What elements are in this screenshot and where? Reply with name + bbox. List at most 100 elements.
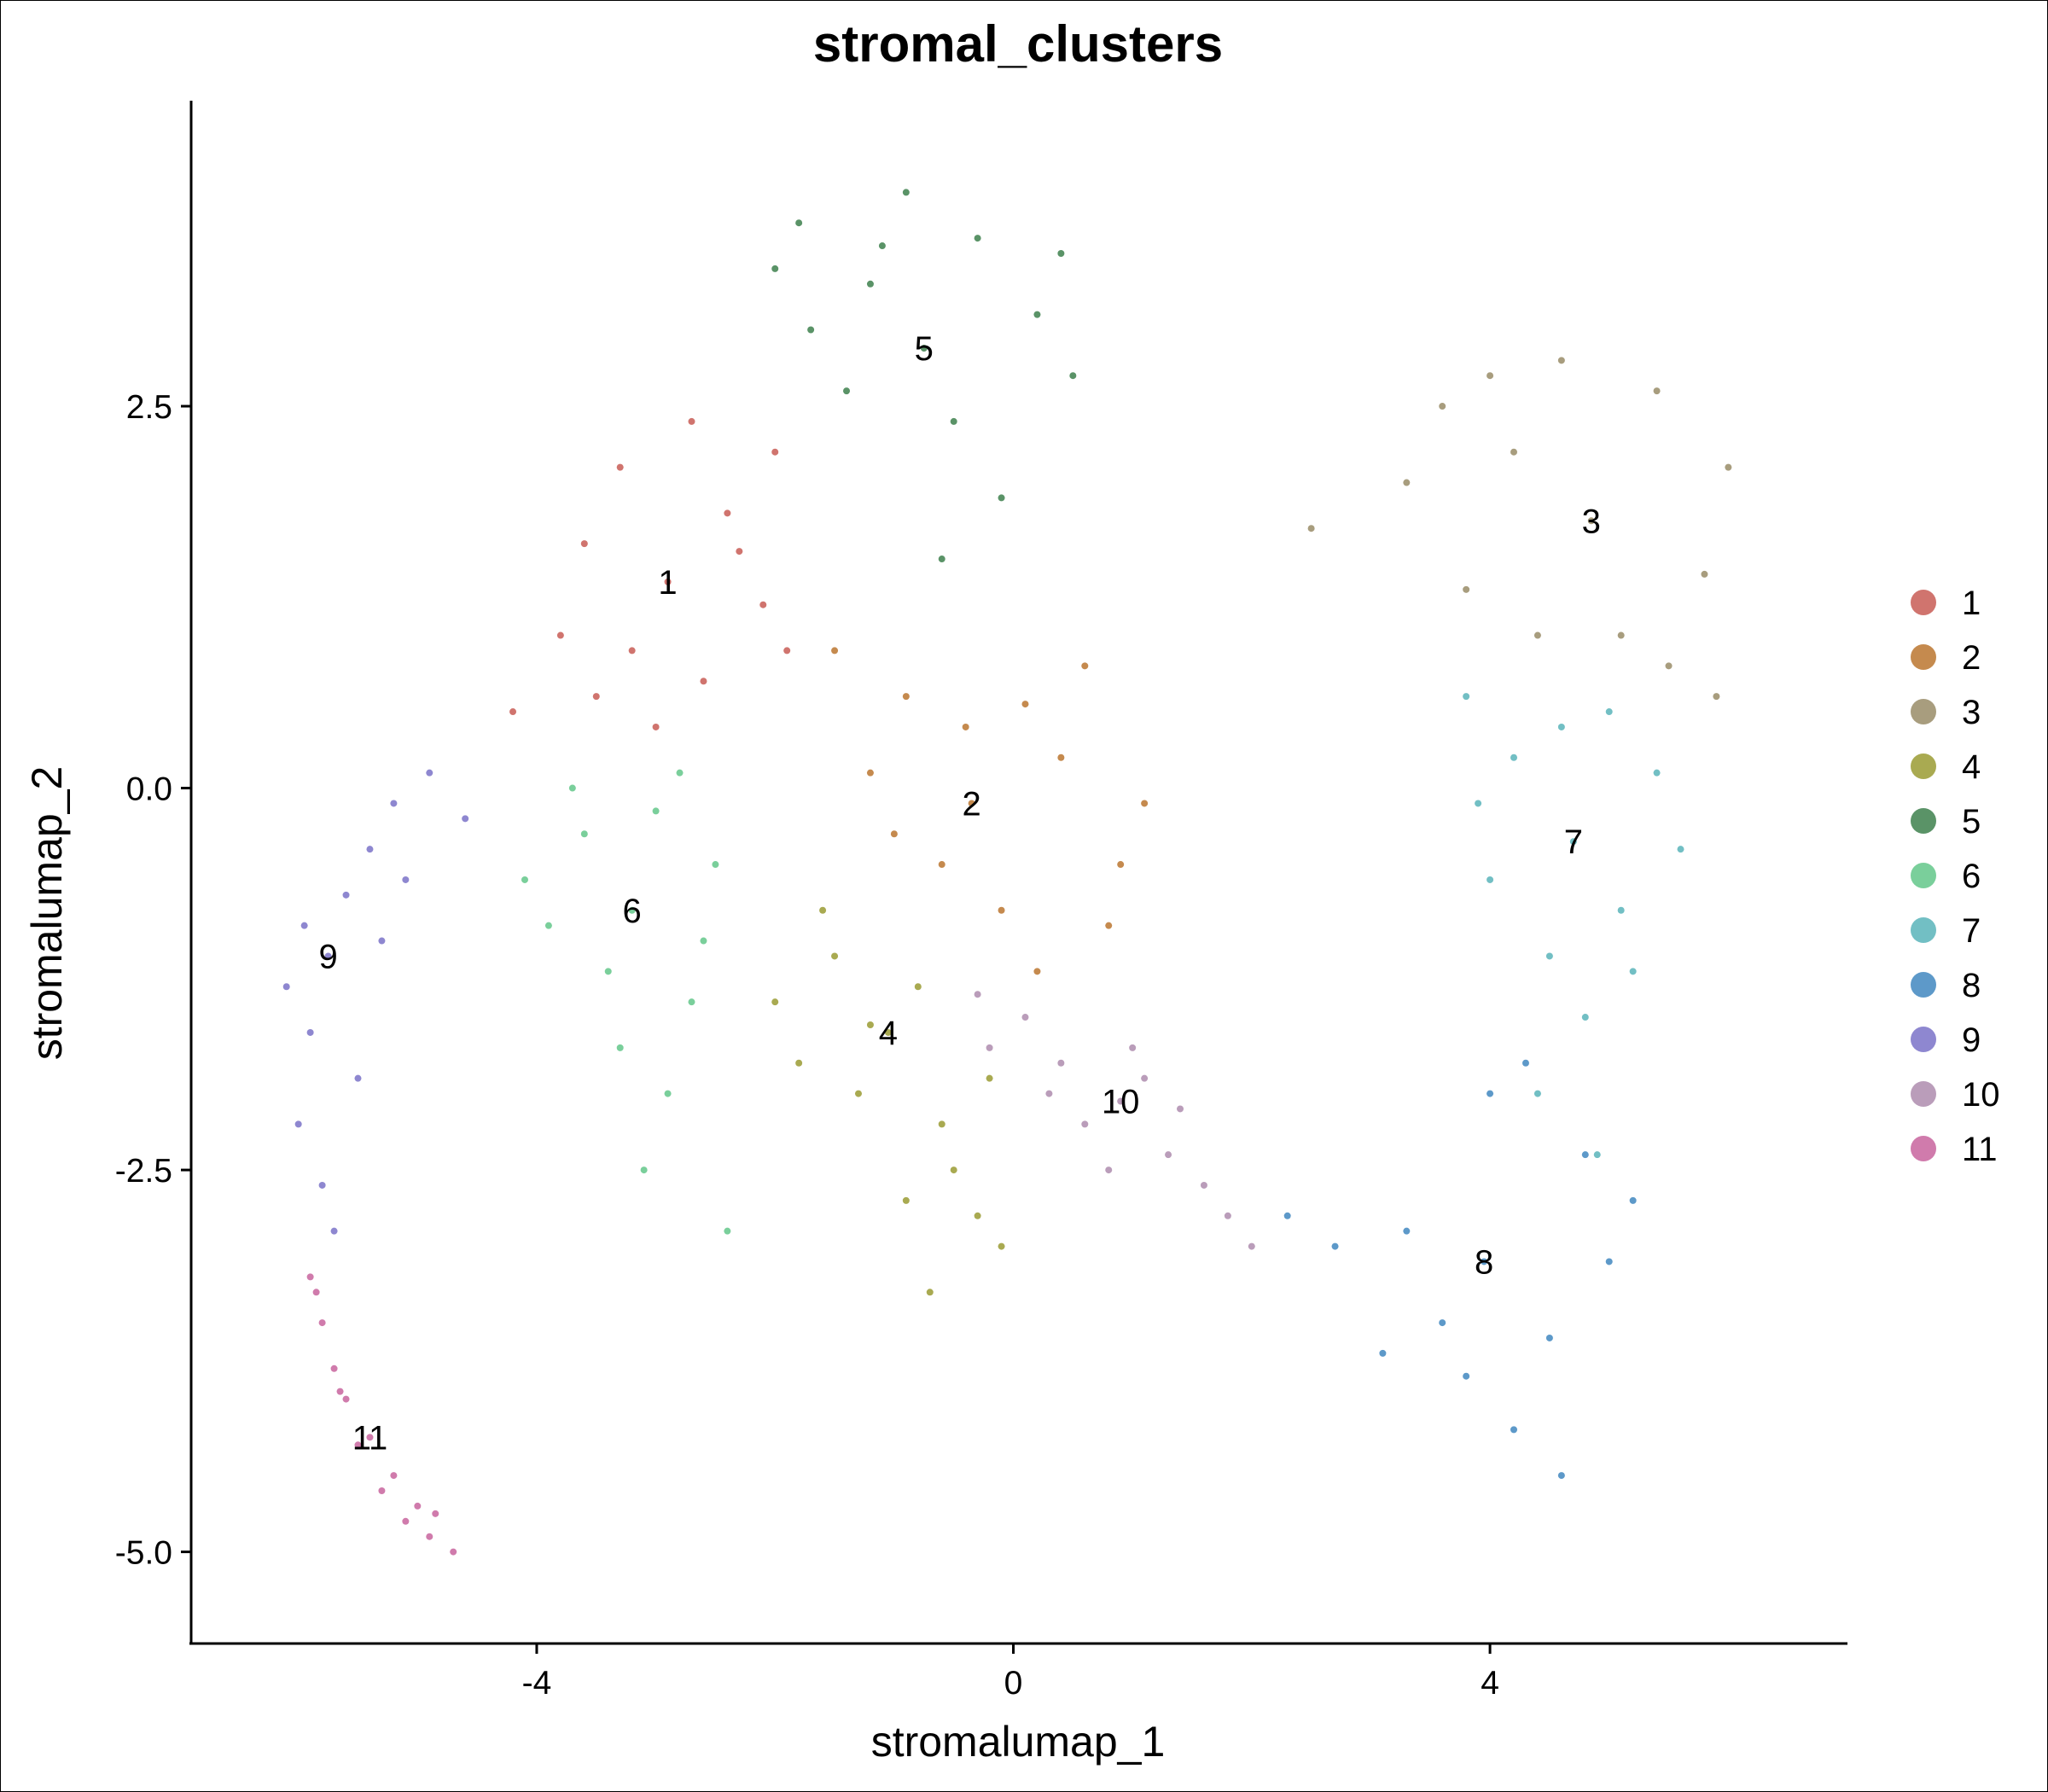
x-ticks: -4 0 4: [522, 1644, 1499, 1702]
point-8-5: [1510, 1426, 1518, 1434]
series-1: [509, 417, 791, 730]
point-9-3: [294, 1120, 302, 1128]
point-2-14: [1021, 701, 1029, 708]
cluster-label-8: 8: [1475, 1243, 1493, 1281]
point-11-10: [378, 1487, 386, 1494]
point-8-8: [1283, 1212, 1291, 1219]
series-6: [521, 769, 731, 1235]
point-3-0: [1587, 517, 1595, 525]
point-8-13: [1521, 1059, 1529, 1067]
point-5-2: [974, 235, 981, 242]
x-tick-label: 4: [1481, 1665, 1499, 1702]
point-6-11: [724, 1227, 731, 1235]
point-11-12: [402, 1517, 410, 1525]
point-7-11: [1629, 968, 1637, 975]
point-2-12: [1105, 922, 1113, 929]
point-7-3: [1475, 800, 1482, 807]
point-9-6: [390, 800, 398, 807]
point-8-10: [1557, 1472, 1565, 1480]
point-5-11: [795, 219, 803, 227]
point-1-0: [664, 578, 672, 585]
point-5-6: [771, 265, 779, 272]
point-7-0: [1569, 838, 1577, 846]
legend-key-6: [1911, 863, 1936, 888]
point-1-13: [592, 693, 600, 701]
point-5-3: [807, 326, 815, 334]
point-10-4: [1200, 1181, 1207, 1189]
point-9-5: [318, 1181, 326, 1189]
point-5-14: [878, 242, 886, 250]
point-9-14: [402, 876, 410, 883]
point-4-2: [831, 952, 839, 960]
point-11-8: [354, 1441, 362, 1449]
point-8-12: [1629, 1196, 1637, 1204]
point-4-9: [771, 998, 779, 1006]
point-5-8: [1057, 250, 1065, 258]
point-10-1: [1057, 1059, 1065, 1067]
point-7-1: [1510, 753, 1518, 761]
point-3-11: [1665, 662, 1673, 670]
point-4-10: [902, 1196, 910, 1204]
point-2-0: [968, 800, 975, 807]
y-tick-label: 0.0: [126, 771, 172, 808]
point-7-14: [1557, 723, 1565, 730]
cluster-label-9: 9: [318, 938, 337, 975]
point-6-2: [688, 998, 695, 1006]
point-3-14: [1713, 693, 1720, 701]
legend-label-10: 10: [1962, 1076, 2000, 1114]
point-1-6: [700, 678, 707, 685]
legend-label-4: 4: [1962, 748, 1981, 786]
series-8: [1283, 1059, 1637, 1480]
point-6-4: [664, 1090, 672, 1097]
point-9-7: [282, 983, 290, 991]
point-7-2: [1617, 906, 1625, 914]
point-6-12: [568, 784, 576, 792]
point-8-2: [1403, 1227, 1411, 1235]
points-layer: [282, 189, 1732, 1556]
point-10-6: [1141, 1074, 1149, 1082]
point-10-5: [1081, 1120, 1089, 1128]
cluster-label-2: 2: [963, 785, 981, 823]
cluster-label-11: 11: [352, 1419, 388, 1457]
point-2-5: [866, 769, 874, 777]
point-4-6: [998, 1242, 1005, 1250]
point-8-6: [1439, 1319, 1446, 1327]
point-9-13: [300, 922, 308, 929]
point-10-14: [1129, 1044, 1137, 1051]
point-8-7: [1605, 1258, 1613, 1265]
legend-key-9: [1911, 1027, 1936, 1052]
cluster-labels: 1 2 3 4 5 6 7 8 9 10 11: [318, 330, 1600, 1457]
point-3-12: [1533, 631, 1541, 639]
point-6-1: [580, 830, 588, 838]
point-11-0: [366, 1434, 374, 1441]
legend-label-11: 11: [1962, 1131, 1998, 1168]
point-4-1: [938, 1120, 945, 1128]
point-4-0: [884, 1028, 892, 1036]
legend-label-2: 2: [1962, 639, 1981, 677]
point-1-10: [688, 417, 695, 425]
point-7-9: [1677, 846, 1684, 853]
point-2-11: [962, 723, 969, 730]
point-4-8: [950, 1167, 957, 1174]
point-5-4: [1033, 311, 1041, 318]
point-7-8: [1581, 1014, 1589, 1021]
point-9-11: [378, 937, 386, 945]
point-8-9: [1487, 1090, 1494, 1097]
point-3-13: [1439, 403, 1446, 410]
point-6-10: [616, 1044, 624, 1051]
point-2-2: [902, 693, 910, 701]
legend-key-3: [1911, 699, 1936, 724]
series-5: [771, 189, 1077, 563]
chart-title: stromal_clusters: [813, 15, 1223, 73]
x-tick-label: -4: [522, 1665, 552, 1702]
point-8-3: [1581, 1151, 1589, 1159]
point-10-7: [986, 1044, 993, 1051]
point-11-13: [336, 1388, 344, 1395]
point-11-7: [426, 1533, 433, 1540]
legend-key-4: [1911, 753, 1936, 779]
series-11: [306, 1273, 457, 1556]
series-10: [974, 991, 1255, 1250]
point-6-8: [521, 876, 528, 883]
point-2-7: [938, 861, 945, 869]
